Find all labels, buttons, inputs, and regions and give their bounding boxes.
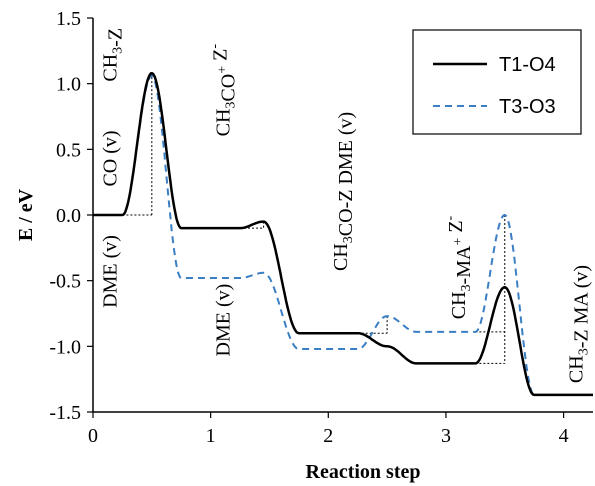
species-label-part: CH (100, 54, 122, 82)
x-tick-label: 3 (441, 425, 451, 447)
species-label-part: 3 (459, 284, 474, 291)
y-tick-label: 1.0 (56, 74, 81, 96)
y-tick-label: 1.5 (56, 8, 81, 30)
y-tick-label: 0.5 (56, 139, 81, 161)
species-label-part: 3 (111, 47, 126, 54)
species-label-part: CH (330, 243, 352, 271)
species-label-part: CO (v) (100, 130, 122, 186)
species-label-part: 3 (224, 102, 239, 109)
species-label-part: 3 (576, 348, 591, 355)
species-label-part: CH (213, 109, 235, 137)
species-label-part: - (443, 215, 458, 220)
species-label-part: 3 (341, 236, 356, 243)
species-label-part: - (208, 44, 223, 49)
species-label-part: + (216, 66, 231, 74)
x-tick-label: 1 (206, 425, 216, 447)
y-tick-label: 0.0 (56, 205, 81, 227)
series-line-t3-o3 (93, 74, 593, 396)
legend: T1-O4 T3-O3 (412, 29, 582, 135)
species-label-co-v: CO (v) (100, 130, 122, 186)
species-label-ch3-z: CH3-Z (100, 28, 127, 82)
species-label-part: -MA (453, 245, 475, 284)
legend-label-t3-o3: T3-O3 (499, 96, 556, 118)
legend-box (412, 29, 582, 135)
y-tick-label: -1.5 (49, 402, 81, 424)
y-axis-title: E / eV (15, 188, 37, 241)
x-tick-label: 0 (88, 425, 98, 447)
species-label-ch3co-z-dme: CH3CO-Z DME (v) (330, 112, 357, 271)
series-line-t1-o4 (93, 71, 593, 397)
species-label-part: + (451, 238, 466, 246)
y-tick-label: -0.5 (49, 271, 81, 293)
species-label-part: CO-Z DME (v) (335, 112, 357, 236)
species-label-part: DME (v) (213, 284, 235, 357)
y-tick-label: -1.0 (49, 336, 81, 358)
species-label-part: CO (218, 74, 240, 102)
species-label-dme-v-2: DME (v) (213, 284, 235, 357)
species-label-part: Z (210, 49, 232, 66)
species-label-part: DME (v) (100, 235, 122, 308)
x-axis-title: Reaction step (306, 461, 421, 483)
species-label-ch3co-z-minus: CH3CO+ Z- (208, 44, 240, 137)
species-label-part: -Z (105, 28, 127, 47)
species-label-part: -Z MA (v) (570, 265, 592, 348)
species-label-ch3-ma-z: CH3-MA+ Z- (443, 215, 475, 319)
species-label-part: CH (448, 291, 470, 319)
species-label-part: CH (565, 355, 587, 383)
x-tick-label: 2 (323, 425, 333, 447)
legend-label-t1-o4: T1-O4 (499, 54, 556, 76)
species-label-part: Z (445, 220, 467, 237)
species-label-ch3-z-ma: CH3-Z MA (v) (565, 265, 592, 383)
species-label-dme-v-1: DME (v) (100, 235, 122, 308)
x-tick-label: 4 (559, 425, 569, 447)
